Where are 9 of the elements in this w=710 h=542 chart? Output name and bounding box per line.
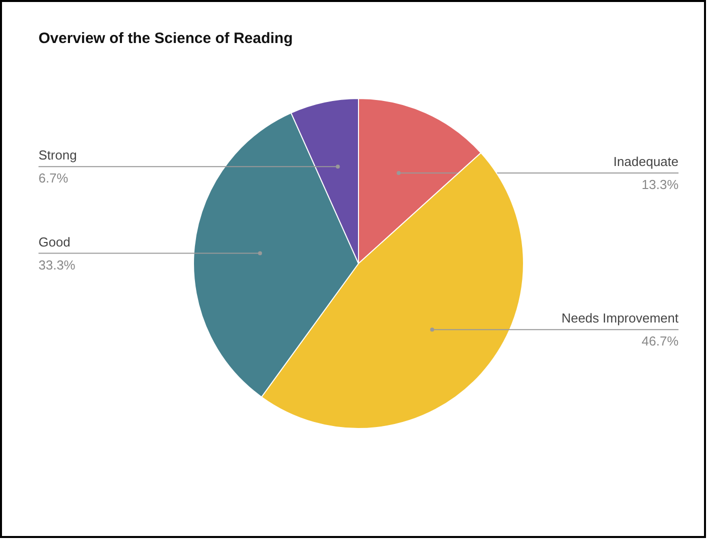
data-label: 46.7%	[642, 334, 679, 349]
data-label: 33.3%	[38, 257, 76, 272]
slice-label: Strong	[38, 148, 77, 163]
slice-label: Needs Improvement	[561, 310, 679, 326]
slice-label: Good	[38, 234, 70, 250]
data-label: 13.3%	[642, 177, 679, 192]
chart-title: Overview of the Science of Reading	[38, 30, 293, 47]
data-label: 6.7%	[38, 170, 69, 186]
slice-label: Inadequate	[613, 154, 679, 170]
